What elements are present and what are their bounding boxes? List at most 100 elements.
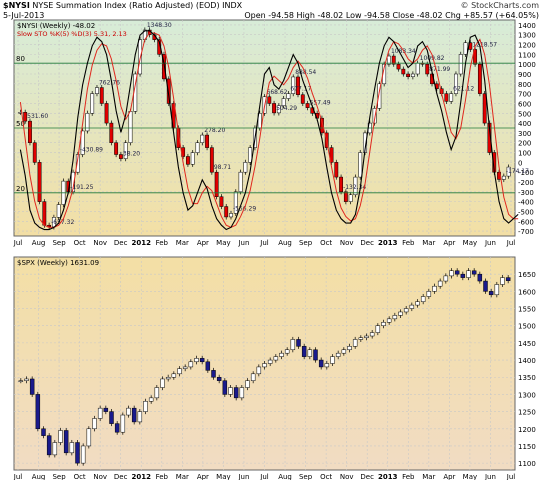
candle-body	[148, 397, 154, 402]
sto-level-label: 80	[16, 55, 25, 63]
data-label: -657.32	[51, 219, 74, 226]
x-tick-label: Aug	[32, 239, 46, 247]
y-tick-label: 1300	[518, 32, 536, 40]
candle-body	[248, 147, 253, 163]
candle-body	[420, 296, 426, 302]
candle-body	[329, 147, 334, 163]
candle-body	[506, 166, 511, 177]
candle-body	[343, 191, 348, 202]
candle-body	[403, 308, 409, 313]
candle-body	[318, 359, 324, 368]
candle-body	[109, 411, 114, 424]
candle-body	[23, 112, 28, 122]
candle-body	[166, 78, 171, 104]
candle-body	[182, 366, 188, 369]
candle-body	[335, 352, 341, 357]
x-tick-label: Aug	[278, 473, 292, 480]
x-tick-label: Sep	[299, 239, 313, 247]
x-tick-label: Jul	[13, 239, 23, 247]
sto-k-line	[19, 30, 519, 231]
candle-body	[256, 366, 262, 375]
x-tick-label: Aug	[278, 239, 292, 247]
candle-body	[42, 201, 47, 226]
data-label: -191.25	[70, 184, 93, 191]
data-label: 38.20	[123, 151, 140, 158]
candle-body	[188, 361, 194, 368]
candle-body	[63, 430, 69, 454]
y-tick-label: 200	[518, 140, 531, 148]
candle-body	[494, 284, 500, 296]
sto-level-label: 50	[16, 120, 25, 128]
data-label: 1348.30	[147, 22, 172, 29]
candle-body	[219, 196, 224, 207]
x-tick-label: Apr	[443, 473, 455, 480]
candle-body	[29, 378, 35, 395]
x-tick-label: Feb	[156, 239, 169, 247]
candle-body	[301, 346, 307, 357]
candle-body	[307, 349, 313, 357]
candle-body	[339, 176, 344, 193]
data-label: 531.60	[27, 113, 48, 120]
candle-body	[154, 387, 160, 399]
data-label: 557.49	[310, 100, 331, 107]
symbol-label: $NYSI	[3, 1, 30, 10]
data-label: 1218.57	[472, 41, 497, 48]
x-tick-label: Apr	[197, 473, 209, 480]
x-tick-label: Oct	[320, 239, 332, 247]
y-tick-label: 1550	[518, 306, 536, 314]
x-tick-label: Aug	[32, 473, 46, 480]
index-tag: INDX	[222, 1, 243, 10]
candle-body	[28, 120, 32, 143]
y-tick-label: -400	[518, 199, 534, 207]
candle-body	[458, 54, 463, 75]
x-tick-label: Jul	[259, 239, 269, 247]
candle-body	[229, 213, 233, 218]
candle-body	[120, 414, 126, 433]
candle-body	[473, 49, 478, 65]
candle-body	[425, 63, 430, 75]
candle-body	[195, 142, 200, 153]
candle-body	[296, 76, 300, 95]
x-tick-label: Jul	[506, 239, 516, 247]
candle-body	[137, 411, 143, 423]
x-tick-label: Feb	[402, 239, 415, 247]
x-tick-label: 2013	[378, 473, 398, 480]
candle-body	[392, 315, 398, 320]
candle-body	[86, 428, 92, 447]
candle-body	[160, 378, 165, 388]
x-tick-label: 2012	[132, 239, 152, 247]
candle-body	[437, 280, 443, 287]
candle-body	[330, 356, 335, 364]
candle-body	[165, 376, 171, 380]
data-label: 762.76	[99, 80, 120, 87]
x-tick-label: May	[463, 473, 477, 480]
y-tick-label: 1200	[518, 426, 536, 434]
x-tick-label: Dec	[114, 239, 128, 247]
y-tick-label: 1250	[518, 409, 536, 417]
y-tick-label: 1350	[518, 374, 536, 382]
candle-body	[114, 142, 119, 155]
y-tick-label: -300	[518, 189, 534, 197]
candle-body	[243, 162, 248, 173]
x-tick-label: Jun	[237, 473, 249, 480]
y-tick-label: 1600	[518, 288, 536, 296]
data-label: 1083.34	[391, 48, 416, 55]
candle-body	[205, 361, 211, 371]
candle-body	[305, 103, 310, 108]
candle-body	[92, 418, 97, 430]
y-tick-label: 1400	[518, 22, 536, 30]
candle-body	[185, 156, 190, 165]
candle-body	[126, 407, 131, 416]
candle-body	[377, 83, 382, 109]
y-tick-label: 0	[518, 159, 522, 167]
candle-body	[477, 273, 483, 282]
x-tick-label: Mar	[422, 239, 435, 247]
candle-body	[58, 430, 63, 443]
candle-body	[313, 349, 318, 361]
candle-body	[466, 270, 471, 278]
candle-body	[381, 322, 386, 326]
candle-body	[290, 339, 296, 351]
candle-body	[372, 108, 377, 124]
y-tick-label: 400	[518, 120, 531, 128]
